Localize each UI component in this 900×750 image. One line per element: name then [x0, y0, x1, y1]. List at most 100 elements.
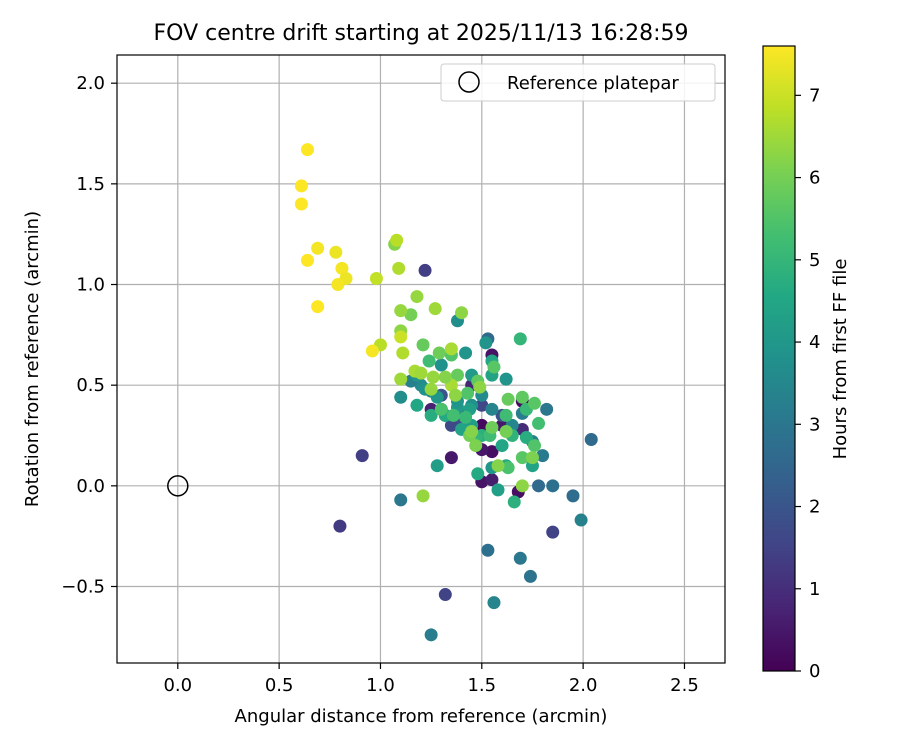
scatter-point: [311, 300, 325, 314]
colorbar-tick-label: 3: [809, 414, 820, 435]
scatter-point: [444, 342, 458, 356]
scatter-point: [485, 402, 499, 416]
scatter-point: [410, 290, 424, 304]
scatter-point: [394, 330, 408, 344]
scatter-point: [465, 424, 479, 438]
x-tick-label: 0.5: [265, 675, 294, 696]
plot-area: [117, 55, 725, 663]
scatter-point: [532, 479, 546, 493]
scatter-point: [416, 338, 430, 352]
reference-point: [167, 475, 189, 497]
scatter-point: [422, 354, 436, 368]
scatter-point: [584, 433, 598, 447]
scatter-point: [546, 479, 560, 493]
scatter-point: [424, 382, 438, 396]
scatter-point: [365, 344, 379, 358]
scatter-point: [434, 358, 448, 372]
scatter-point: [301, 143, 315, 157]
scatter-point: [574, 513, 588, 527]
scatter-point: [311, 241, 325, 255]
scatter-point: [424, 628, 438, 642]
scatter-point: [495, 439, 509, 453]
scatter-point: [491, 483, 505, 497]
scatter-point: [540, 402, 554, 416]
scatter-point: [446, 408, 460, 422]
y-tick-label: 0.5: [76, 375, 105, 396]
scatter-point: [485, 445, 499, 459]
scatter-point: [471, 467, 485, 481]
scatter-point: [444, 418, 458, 432]
scatter-point: [527, 396, 541, 410]
scatter-point: [355, 449, 369, 463]
scatter-point: [294, 197, 308, 211]
colorbar-tick-label: 5: [809, 250, 820, 271]
scatter-point: [414, 366, 428, 380]
scatter-point: [499, 408, 513, 422]
scatter-point: [501, 461, 515, 475]
scatter-point: [487, 360, 501, 374]
scatter-point: [501, 392, 515, 406]
scatter-point: [461, 386, 475, 400]
scatter-points: [294, 143, 598, 642]
scatter-point: [487, 596, 501, 610]
scatter-point: [438, 370, 452, 384]
y-axis-label: Rotation from reference (arcmin): [22, 211, 43, 507]
legend-marker-reference: [458, 71, 480, 93]
scatter-point: [519, 431, 533, 445]
y-axis-ticks: −0.5 0.0 0.5 1.0 1.5 2.0: [61, 73, 117, 597]
legend-label-reference: Reference platepar: [507, 73, 679, 94]
chart-title: FOV centre drift starting at 2025/11/13 …: [154, 21, 689, 46]
colorbar-tick-label: 0: [809, 661, 820, 682]
scatter-point: [394, 493, 408, 507]
scatter-point: [444, 451, 458, 465]
scatter-point: [515, 451, 529, 465]
scatter-point: [424, 408, 438, 422]
scatter-point: [479, 336, 493, 350]
scatter-point: [546, 525, 560, 539]
scatter-point: [404, 308, 418, 322]
scatter-point: [459, 346, 473, 360]
scatter-point: [515, 479, 529, 493]
scatter-point: [329, 245, 343, 259]
scatter-point: [331, 278, 345, 292]
scatter-point: [469, 439, 483, 453]
scatter-point: [566, 489, 580, 503]
scatter-point: [513, 332, 527, 346]
x-axis-label: Angular distance from reference (arcmin): [235, 706, 608, 727]
scatter-point: [527, 439, 541, 453]
scatter-point: [438, 588, 452, 602]
scatter-point: [434, 402, 448, 416]
scatter-point: [410, 398, 424, 412]
scatter-point: [499, 424, 513, 438]
colorbar-tick-label: 6: [809, 168, 820, 189]
y-tick-label: 0.0: [76, 476, 105, 497]
x-tick-label: 1.5: [467, 675, 496, 696]
scatter-point: [513, 551, 527, 565]
scatter-point: [416, 489, 430, 503]
scatter-point: [523, 569, 537, 583]
scatter-point: [485, 473, 499, 487]
scatter-point: [473, 380, 487, 394]
scatter-point: [525, 451, 539, 465]
colorbar-tick-label: 1: [809, 579, 820, 600]
scatter-point: [536, 449, 550, 463]
legend-box: [440, 63, 716, 102]
y-tick-label: 2.0: [76, 73, 105, 94]
scatter-point: [390, 233, 404, 247]
scatter-point: [294, 179, 308, 193]
scatter-point: [394, 372, 408, 386]
scatter-point: [459, 410, 473, 424]
scatter-point: [428, 302, 442, 316]
scatter-point: [450, 368, 464, 382]
scatter-point: [448, 388, 462, 402]
scatter-point: [418, 263, 432, 277]
scatter-point: [392, 261, 406, 275]
plot-frame: [116, 54, 726, 664]
scatter-point: [333, 519, 347, 533]
scatter-point: [475, 398, 489, 412]
legend: Reference platepar: [440, 63, 716, 102]
scatter-point: [455, 306, 469, 320]
scatter-point: [301, 253, 315, 267]
scatter-point: [485, 420, 499, 434]
